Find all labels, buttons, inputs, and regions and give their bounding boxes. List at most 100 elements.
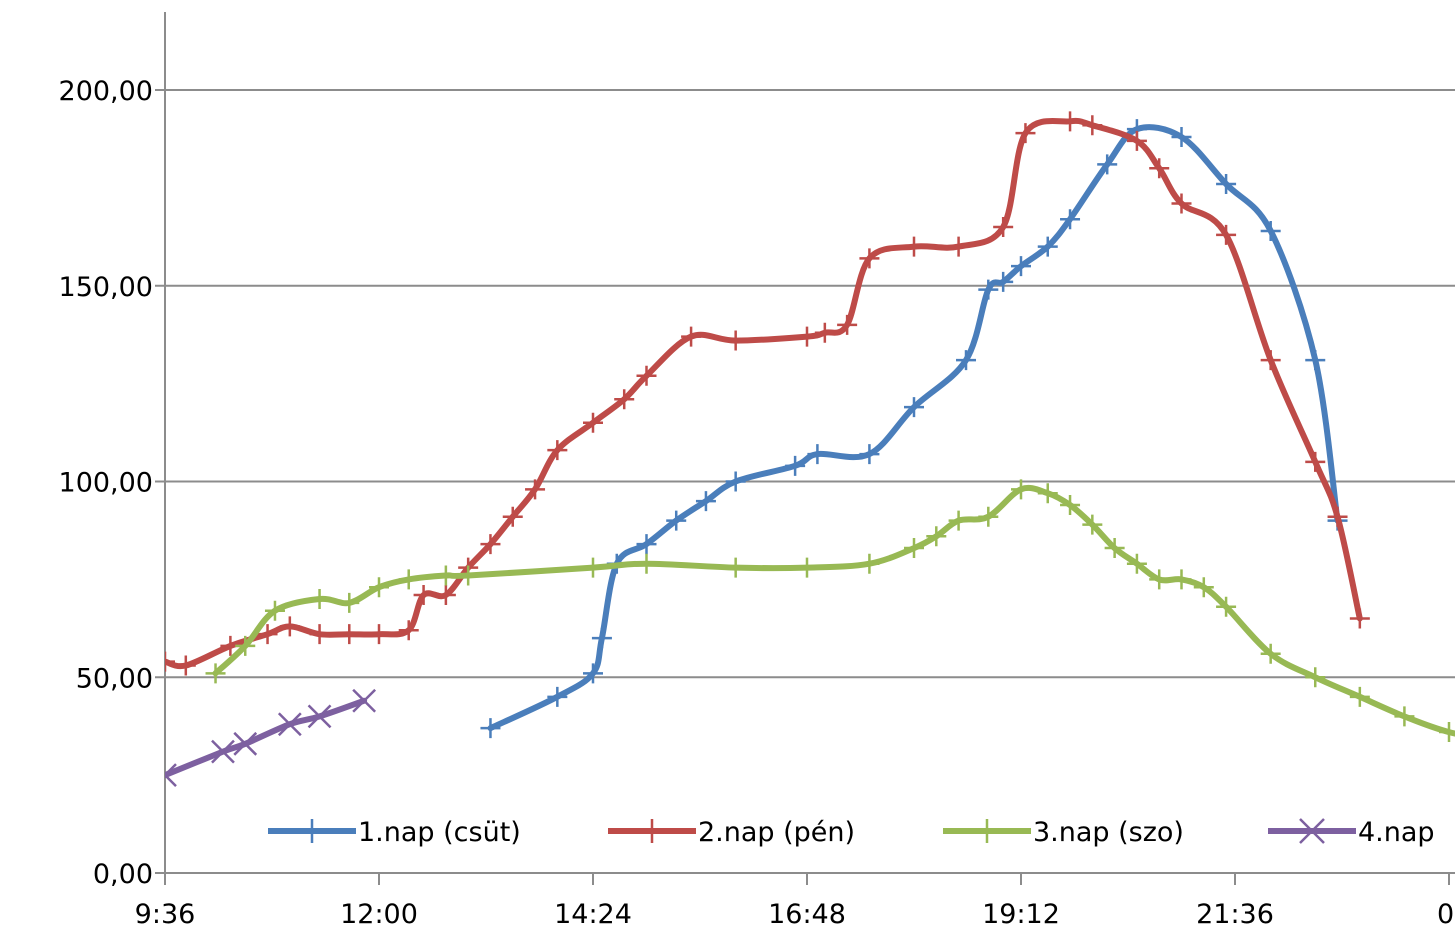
data-point <box>480 534 501 555</box>
data-point <box>725 557 746 578</box>
data-point <box>636 365 657 386</box>
data-point <box>859 248 880 269</box>
data-point <box>1037 236 1058 257</box>
data-point <box>975 819 999 843</box>
x-tick-label: 19:12 <box>982 899 1060 930</box>
data-point <box>666 510 687 531</box>
data-point <box>1305 667 1326 688</box>
data-point <box>583 412 603 433</box>
data-point <box>1193 577 1214 598</box>
data-point <box>993 271 1014 292</box>
data-point <box>1349 686 1370 707</box>
data-point <box>235 635 256 656</box>
data-point <box>1037 483 1058 504</box>
series-line <box>165 697 368 779</box>
data-point <box>1060 111 1081 132</box>
data-point <box>993 217 1014 238</box>
y-tick-label: 200,00 <box>59 76 153 107</box>
data-point <box>904 538 924 559</box>
data-point <box>978 279 999 300</box>
data-point <box>398 620 419 641</box>
legend-item-2: 2.nap (pén) <box>608 817 855 848</box>
data-point <box>1349 608 1370 629</box>
data-point <box>525 479 546 500</box>
data-point <box>369 577 389 598</box>
data-point <box>1011 479 1031 500</box>
legend-item-4: 4.nap <box>1268 817 1435 848</box>
data-point <box>1149 569 1170 590</box>
data-point <box>797 326 817 347</box>
data-point <box>165 651 175 672</box>
data-point <box>352 688 377 713</box>
data-point <box>837 314 858 335</box>
data-point <box>339 592 360 613</box>
data-point <box>413 585 434 606</box>
data-point <box>1104 538 1125 559</box>
data-point <box>583 557 603 578</box>
data-point <box>277 712 302 737</box>
series-4 <box>165 688 377 788</box>
data-point <box>1097 154 1118 175</box>
data-point <box>614 389 635 410</box>
legend-item-3: 3.nap (szo) <box>943 817 1184 848</box>
data-point <box>904 397 924 418</box>
legend: 1.nap (csüt) 2.nap (pén) 3.nap (szo) 4.nap <box>268 817 1435 848</box>
data-point <box>1082 115 1103 136</box>
y-tick-label: 0,00 <box>93 859 153 890</box>
series-1 <box>480 119 1348 739</box>
data-point <box>205 663 226 684</box>
data-point <box>547 440 568 461</box>
data-point <box>785 455 806 476</box>
data-point <box>502 506 523 527</box>
data-point <box>165 763 177 788</box>
data-point <box>279 616 300 637</box>
grid-lines <box>165 89 1455 679</box>
x-tick-label: 16:48 <box>768 899 846 930</box>
data-point <box>1327 506 1348 527</box>
data-point <box>640 819 664 843</box>
data-point <box>1216 173 1237 194</box>
data-point <box>211 739 235 764</box>
data-point <box>591 628 612 649</box>
data-point <box>695 491 716 512</box>
legend-label: 4.nap <box>1358 817 1435 848</box>
data-point <box>309 624 330 645</box>
data-point <box>1126 553 1147 574</box>
x-tick-label: 9:36 <box>135 899 196 930</box>
data-point <box>904 236 924 257</box>
x-tick-label: 0: <box>1437 899 1455 930</box>
data-point <box>948 236 969 257</box>
data-point <box>681 326 702 347</box>
data-point <box>1260 220 1281 241</box>
data-point <box>233 731 258 756</box>
data-point <box>1216 224 1237 245</box>
data-point <box>1305 451 1326 472</box>
data-point <box>398 569 419 590</box>
data-point <box>1126 130 1147 151</box>
legend-label: 1.nap (csüt) <box>358 817 521 848</box>
data-point <box>1305 350 1326 371</box>
data-point <box>307 704 332 729</box>
x-tick-label: 21:36 <box>1196 899 1274 930</box>
axes <box>164 12 1455 874</box>
data-point <box>1260 643 1281 664</box>
data-point <box>339 624 360 645</box>
data-point <box>859 444 880 465</box>
data-point <box>1060 209 1081 230</box>
y-tick-label: 100,00 <box>59 468 153 499</box>
legend-item-1: 1.nap (csüt) <box>268 817 521 848</box>
data-point <box>636 534 657 555</box>
data-point <box>1171 569 1192 590</box>
x-tick-label: 14:24 <box>554 899 632 930</box>
legend-label: 3.nap (szo) <box>1033 817 1184 848</box>
x-tick-label: 12:00 <box>340 899 418 930</box>
y-tick-label: 50,00 <box>76 663 153 694</box>
data-point <box>264 600 285 621</box>
data-point <box>725 471 746 492</box>
y-tick-label: 150,00 <box>59 272 153 303</box>
data-point <box>175 655 196 676</box>
data-point <box>725 330 746 351</box>
data-point <box>309 588 330 609</box>
data-point <box>547 686 568 707</box>
